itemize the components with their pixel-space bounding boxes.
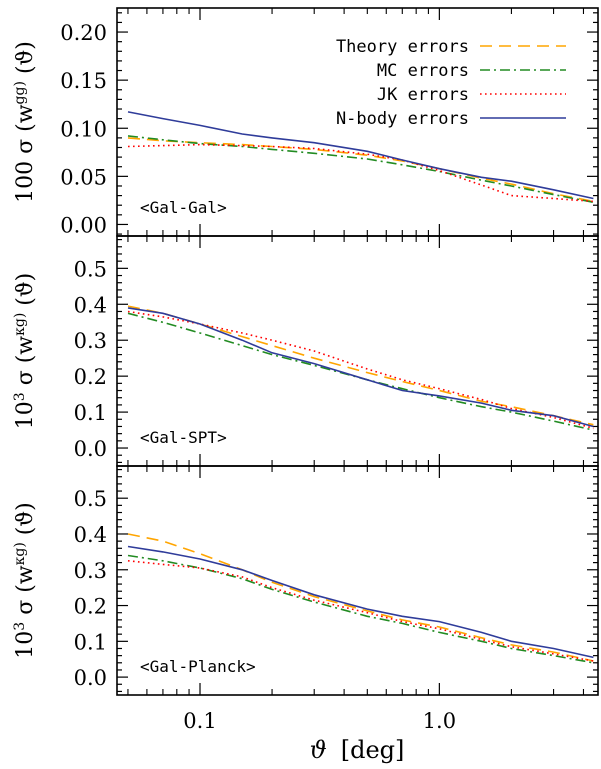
series-line-theory-errors [127,305,594,426]
series-line-theory-errors [127,137,594,203]
panel-annotation: <Gal-SPT> [140,428,227,447]
y-tick-label: 0.15 [60,69,107,93]
legend-label-jk: JK errors [377,85,469,105]
panel-bottom: 0.0 0.1 0.2 0.3 0.4 0.5 <Gal-Planck> 103 σ (wκg… [12,465,599,696]
y-tick-label: 0.10 [60,117,107,141]
x-tick-label: 0.1 [183,709,216,733]
series-line-n-body-errors [127,307,594,428]
x-tick-label: 1.0 [423,709,456,733]
panel-annotation: <Gal-Planck> [140,657,256,676]
series-line-theory-errors [127,533,594,662]
y-tick-label: 0.00 [60,213,107,237]
panel-middle: 0.0 0.1 0.2 0.3 0.4 0.5 <Gal-SPT> 103 σ (wκg) (… [12,235,599,467]
y-axis-title: 100 σ (wgg) (ϑ) [12,41,38,203]
legend-label-mc: MC errors [377,61,469,81]
panel-frame [116,465,599,696]
panel-top: 0.00 0.05 0.10 0.15 0.20 <Gal-Gal> 100 σ (wgg)… [12,7,599,237]
legend-label-nbody: N-body errors [336,109,469,129]
y-tick-label: 0.1 [74,401,107,425]
y-tick-label: 0.05 [60,165,107,189]
y-tick-label: 0.2 [74,595,107,619]
x-axis-title: ϑ [deg] [310,736,405,764]
legend: Theory errors MC errors JK errors N-body… [336,37,566,129]
y-tick-label: 0.3 [74,329,107,353]
series-line-n-body-errors [127,111,594,200]
x-axis-unit: [deg] [341,736,405,764]
y-axis-title: 103 σ (wκg) (ϑ) [12,502,38,658]
y-tick-label: 0.4 [74,293,107,317]
panel-annotation: <Gal-Gal> [140,198,227,217]
series-line-jk-errors [127,310,594,430]
series-line-jk-errors [127,560,594,662]
y-tick-label: 0.20 [60,21,107,45]
series-line-n-body-errors [127,545,594,659]
y-axis-title: 103 σ (wκg) (ϑ) [12,273,38,429]
y-tick-label: 0.5 [74,257,107,281]
y-tick-label: 0.5 [74,487,107,511]
y-tick-label: 0.2 [74,365,107,389]
y-tick-label: 0.3 [74,559,107,583]
y-tick-label: 0.0 [74,437,107,461]
series-line-mc-errors [127,554,594,664]
y-tick-label: 0.4 [74,523,107,547]
x-axis-symbol: ϑ [310,736,327,764]
series-line-jk-errors [127,143,594,203]
y-tick-label: 0.1 [74,630,107,654]
series-line-mc-errors [127,135,594,204]
y-tick-label: 0.0 [74,666,107,690]
legend-label-theory: Theory errors [336,37,469,57]
